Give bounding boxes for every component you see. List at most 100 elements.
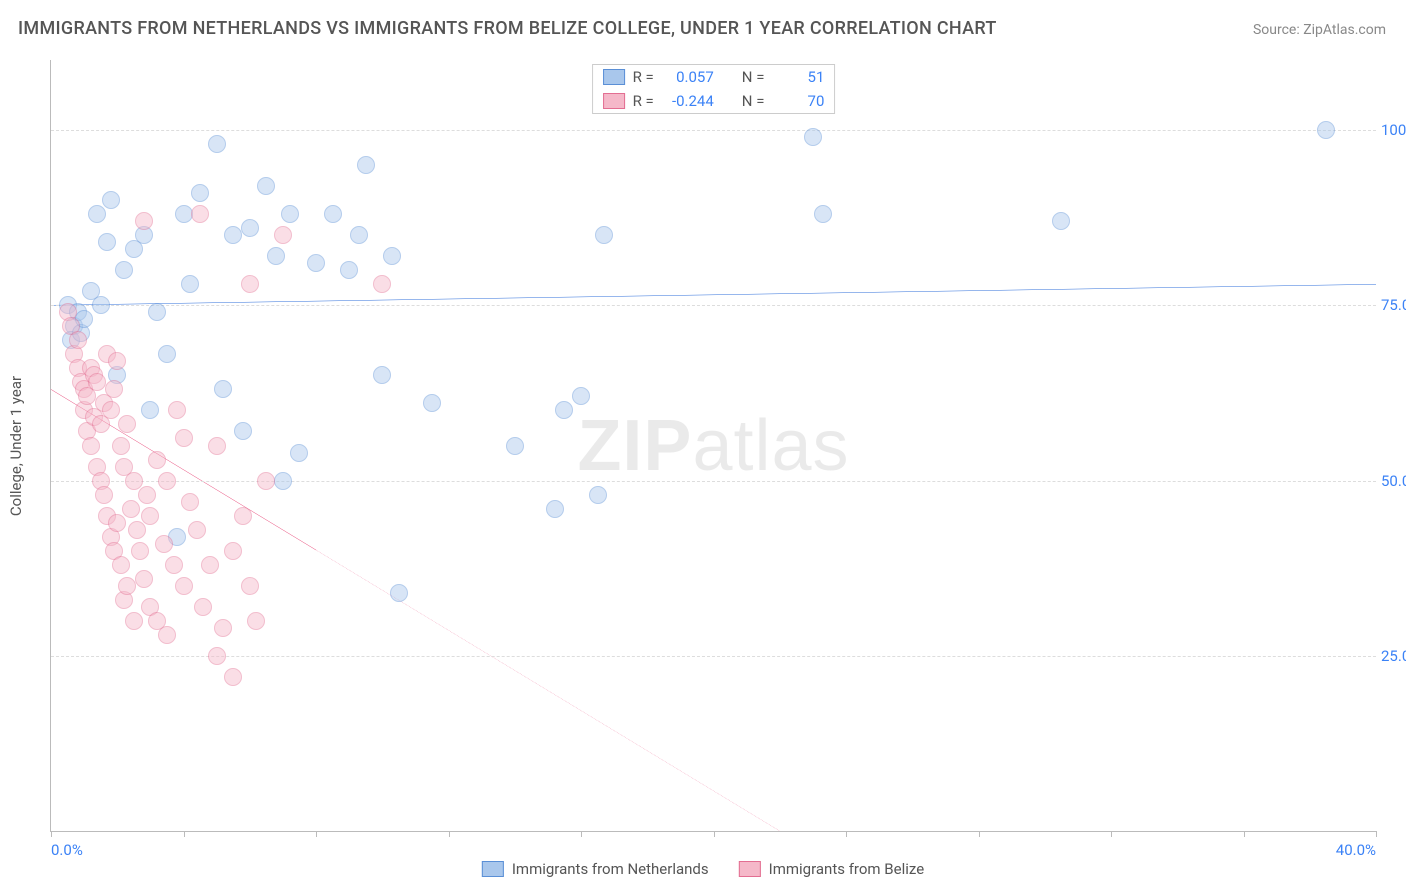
data-point-belize <box>118 577 136 595</box>
data-point-netherlands <box>274 472 292 490</box>
x-tick-mark <box>979 831 980 837</box>
data-point-netherlands <box>383 247 401 265</box>
r-value-netherlands: 0.057 <box>662 68 714 86</box>
swatch-belize <box>739 861 761 877</box>
y-tick-label: 100.0% <box>1381 121 1406 139</box>
stats-row-belize: R =-0.244N =70 <box>593 89 835 113</box>
data-point-belize <box>131 542 149 560</box>
data-point-belize <box>128 521 146 539</box>
x-tick-mark <box>316 831 317 837</box>
legend-item-belize: Immigrants from Belize <box>739 860 925 878</box>
x-tick-mark <box>184 831 185 837</box>
data-point-belize <box>274 226 292 244</box>
data-point-belize <box>102 401 120 419</box>
data-point-netherlands <box>115 261 133 279</box>
data-point-netherlands <box>546 500 564 518</box>
x-tick-mark <box>1244 831 1245 837</box>
x-tick-mark <box>1111 831 1112 837</box>
data-point-netherlands <box>257 177 275 195</box>
data-point-belize <box>155 535 173 553</box>
y-tick-label: 25.0% <box>1381 647 1406 665</box>
data-point-belize <box>112 437 130 455</box>
data-point-belize <box>194 598 212 616</box>
data-point-belize <box>135 212 153 230</box>
data-point-belize <box>108 352 126 370</box>
data-point-belize <box>118 415 136 433</box>
data-point-netherlands <box>555 401 573 419</box>
x-tick-mark <box>581 831 582 837</box>
legend-label-belize: Immigrants from Belize <box>769 860 925 878</box>
data-point-netherlands <box>373 366 391 384</box>
gridline-horizontal <box>51 656 1376 657</box>
gridline-horizontal <box>51 130 1376 131</box>
data-point-belize <box>108 514 126 532</box>
data-point-belize <box>181 493 199 511</box>
data-point-belize <box>234 507 252 525</box>
gridline-horizontal <box>51 481 1376 482</box>
data-point-belize <box>201 556 219 574</box>
swatch-netherlands <box>603 69 625 85</box>
data-point-netherlands <box>181 275 199 293</box>
data-point-belize <box>112 556 130 574</box>
x-tick-mark <box>51 831 52 837</box>
data-point-belize <box>373 275 391 293</box>
x-tick-label: 0.0% <box>51 841 83 859</box>
data-point-belize <box>158 626 176 644</box>
x-tick-label: 40.0% <box>1336 841 1376 859</box>
data-point-netherlands <box>234 422 252 440</box>
n-value-netherlands: 51 <box>772 68 824 86</box>
r-label: R = <box>633 68 654 86</box>
data-point-netherlands <box>1052 212 1070 230</box>
n-label: N = <box>742 92 765 110</box>
n-label: N = <box>742 68 765 86</box>
data-point-belize <box>191 205 209 223</box>
legend-item-netherlands: Immigrants from Netherlands <box>482 860 709 878</box>
data-point-netherlands <box>307 254 325 272</box>
data-point-belize <box>208 437 226 455</box>
y-tick-label: 75.0% <box>1381 296 1406 314</box>
data-point-netherlands <box>98 233 116 251</box>
data-point-netherlands <box>141 401 159 419</box>
data-point-belize <box>208 647 226 665</box>
data-point-netherlands <box>804 128 822 146</box>
data-point-netherlands <box>324 205 342 223</box>
r-label: R = <box>633 92 654 110</box>
data-point-netherlands <box>281 205 299 223</box>
data-point-belize <box>141 507 159 525</box>
data-point-netherlands <box>506 437 524 455</box>
data-point-netherlands <box>148 303 166 321</box>
data-point-belize <box>82 437 100 455</box>
data-point-netherlands <box>340 261 358 279</box>
plot-area: ZIPatlas R =0.057N =51R =-0.244N =70 25.… <box>50 60 1376 832</box>
data-point-belize <box>241 577 259 595</box>
data-point-netherlands <box>241 219 259 237</box>
legend-label-netherlands: Immigrants from Netherlands <box>512 860 709 878</box>
data-point-belize <box>188 521 206 539</box>
trend-lines <box>51 60 1376 831</box>
data-point-belize <box>168 401 186 419</box>
swatch-belize <box>603 93 625 109</box>
trend-line-belize-extrapolated <box>316 550 780 831</box>
data-point-netherlands <box>102 191 120 209</box>
data-point-netherlands <box>158 345 176 363</box>
data-point-netherlands <box>423 394 441 412</box>
data-point-belize <box>165 556 183 574</box>
stats-row-netherlands: R = 0.057 N = 51 <box>593 65 835 89</box>
data-point-netherlands <box>290 444 308 462</box>
x-tick-mark <box>714 831 715 837</box>
data-point-netherlands <box>1317 121 1335 139</box>
x-tick-mark <box>449 831 450 837</box>
data-point-netherlands <box>814 205 832 223</box>
data-point-netherlands <box>357 156 375 174</box>
data-point-netherlands <box>390 584 408 602</box>
data-point-belize <box>125 612 143 630</box>
data-point-netherlands <box>175 205 193 223</box>
chart-container: IMMIGRANTS FROM NETHERLANDS VS IMMIGRANT… <box>0 0 1406 892</box>
data-point-netherlands <box>191 184 209 202</box>
n-value-belize: 70 <box>772 92 824 110</box>
y-tick-label: 50.0% <box>1381 472 1406 490</box>
data-point-belize <box>224 668 242 686</box>
data-point-belize <box>88 373 106 391</box>
swatch-netherlands <box>482 861 504 877</box>
chart-title: IMMIGRANTS FROM NETHERLANDS VS IMMIGRANT… <box>18 18 997 39</box>
